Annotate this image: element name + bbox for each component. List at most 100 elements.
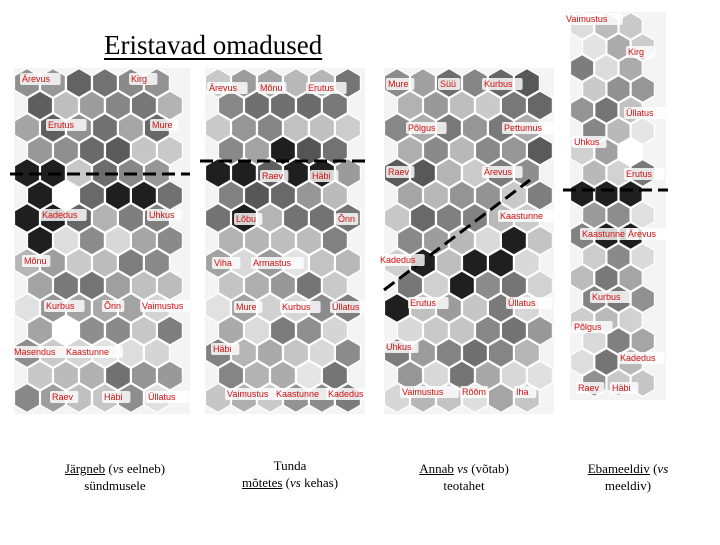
som-cell (526, 135, 554, 166)
som-map-1: Ärevus Kirg Erutus Mure Kadedus Uhkus Mõnu Kurb… (10, 67, 199, 414)
som-cell (13, 112, 41, 144)
som-cell (594, 179, 619, 209)
som-cell (26, 135, 54, 166)
som-cell (474, 135, 501, 166)
som-cell (26, 315, 54, 346)
som-cell (52, 270, 80, 301)
som-cell (630, 284, 656, 314)
som-cell (630, 326, 656, 356)
emotion-label-bg (146, 391, 193, 403)
som-cell (104, 180, 131, 211)
som-cell (581, 32, 607, 62)
som-cell (396, 135, 424, 166)
som-cell (295, 270, 322, 301)
emotion-label-bg (564, 13, 623, 25)
page-title: Eristavad omadused (104, 30, 323, 60)
som-cell (204, 382, 232, 414)
som-cell (487, 382, 515, 414)
emotion-label: Kurbus (484, 79, 513, 89)
emotion-label-bg (506, 297, 553, 309)
emotion-label: Kadedus (328, 389, 364, 399)
caption-map-1-part: ( (105, 461, 113, 476)
som-cell (117, 202, 144, 234)
caption-map-1-part: vs (112, 461, 124, 476)
som-cell (78, 270, 106, 301)
som-cell (91, 157, 119, 189)
som-cell (269, 360, 296, 391)
som-cell (130, 360, 157, 391)
emotion-label-bg (624, 107, 671, 119)
som-cell (230, 112, 257, 144)
caption-map-3-part: vs (457, 461, 468, 476)
som-cell (230, 247, 257, 279)
som-cell (130, 135, 157, 166)
som-cell (204, 292, 232, 324)
emotion-label-bg (330, 301, 377, 313)
som-cell (321, 270, 348, 301)
som-cell (13, 202, 41, 234)
som-cell (295, 315, 322, 346)
emotion-label: Häbi (104, 392, 123, 402)
som-cell (282, 112, 309, 144)
emotion-label-bg (482, 78, 523, 90)
caption-map-3-part: teotahet (443, 478, 485, 493)
emotion-label-bg (384, 341, 419, 353)
som-cell (243, 315, 270, 346)
som-cell (461, 157, 488, 189)
emotion-label-bg (225, 388, 284, 400)
emotion-label: Kadedus (380, 255, 416, 265)
emotion-label: Masendus (14, 347, 56, 357)
som-cell (569, 179, 595, 209)
emotion-label-bg (498, 210, 557, 222)
emotion-label-bg (502, 122, 555, 134)
emotion-label: Raev (578, 383, 600, 393)
emotion-label-bg (20, 73, 61, 85)
som-cell (422, 90, 449, 121)
emotion-label: Kadedus (42, 210, 78, 220)
som-cell (104, 135, 131, 166)
som-cell (217, 360, 245, 391)
emotion-label-bg (310, 170, 339, 182)
som-cell (448, 270, 475, 301)
som-cell (65, 67, 93, 99)
som-cell (130, 225, 157, 256)
som-cell (269, 270, 296, 301)
som-cell (474, 360, 501, 391)
emotion-label: Ärevus (22, 74, 51, 84)
som-cell (461, 112, 488, 144)
emotion-label: Süü (440, 79, 456, 89)
emotion-label-bg (610, 382, 639, 394)
som-cell (117, 292, 144, 324)
emotion-label-bg (576, 382, 605, 394)
som-cell (526, 225, 554, 256)
emotion-label-bg (40, 209, 87, 221)
som-cell (334, 112, 361, 144)
som-cell (217, 315, 245, 346)
emotion-label: Vaimustus (142, 301, 184, 311)
emotion-label: Häbi (312, 171, 331, 181)
som-cell (117, 382, 144, 414)
som-cell (606, 200, 631, 230)
emotion-label-bg (280, 301, 321, 313)
emotion-label-bg (624, 168, 665, 180)
som-cell (448, 90, 475, 121)
emotion-label-bg (50, 391, 79, 403)
caption-map-2: Tunda mõtetes (vs kehas) (220, 457, 360, 491)
caption-map-3: Annab vs (võtab) teotahet (394, 460, 534, 494)
som-cell (594, 53, 619, 83)
som-cell (156, 315, 183, 346)
som-cell (569, 263, 595, 293)
som-cell (513, 337, 541, 369)
som-cell (630, 200, 656, 230)
emotion-label-bg (12, 346, 65, 358)
som-cell (13, 157, 41, 189)
caption-map-3-part: Annab (419, 461, 454, 476)
emotion-label-bg (274, 388, 333, 400)
emotion-label-bg (580, 228, 639, 240)
som-cell (409, 157, 436, 189)
emotion-label-bg (260, 170, 289, 182)
som-cell (618, 137, 643, 167)
som-cell (526, 360, 554, 391)
caption-map-1-part: eelneb) (123, 461, 166, 476)
